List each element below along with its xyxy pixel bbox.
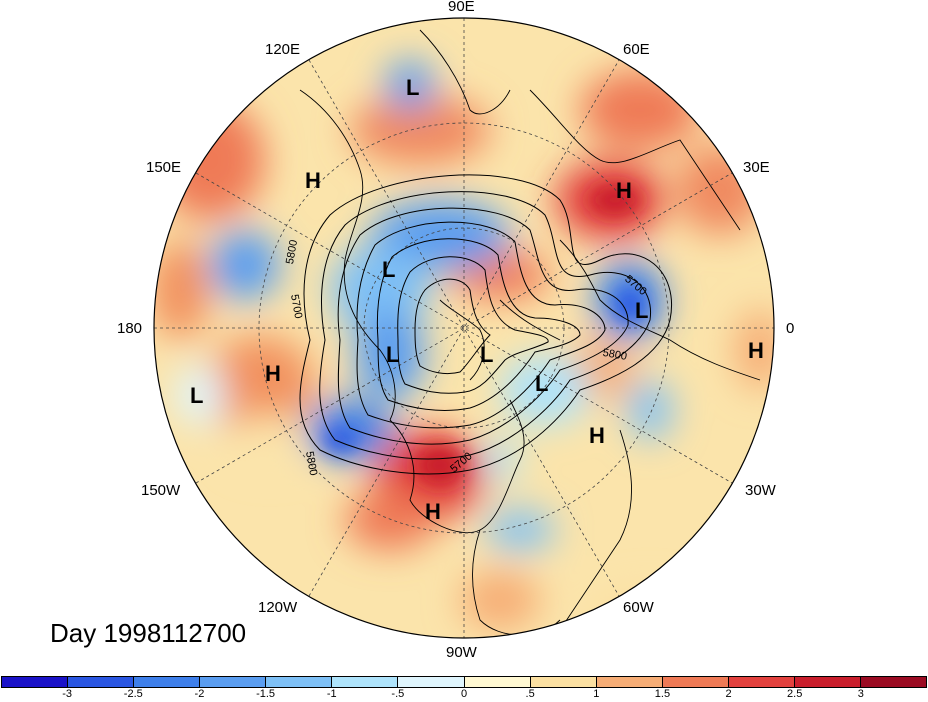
colorbar-tick-label: -2.5 [123, 688, 143, 700]
pressure-system-label: H [425, 499, 441, 524]
colorbar-tick-label: -1.5 [256, 688, 276, 700]
colorbar-tick-label: -2 [194, 688, 205, 700]
contour-label: 5800 [303, 450, 319, 476]
colorbar-swatch [2, 677, 69, 687]
colorbar-tick-label: 2 [725, 688, 732, 700]
map-boundary [153, 17, 775, 639]
lon-label: 30E [743, 159, 770, 176]
contour-label: 5800 [284, 239, 300, 265]
pressure-system-label: L [480, 342, 493, 367]
lon-label: 120E [265, 41, 301, 58]
colorbar-swatch [861, 677, 927, 687]
pressure-system-label: H [616, 178, 632, 203]
lon-label: 0 [786, 320, 795, 337]
contour-labels: 5800 5700 5800 5700 5800 5700 [284, 239, 649, 477]
graticule [154, 18, 774, 638]
colorbar-swatch [332, 677, 399, 687]
colorbar-swatch [464, 677, 531, 687]
colorbar-swatch [794, 677, 862, 687]
colorbar-swatch [596, 677, 663, 687]
pressure-systems: L H L H L L L L H H L H H [190, 75, 764, 524]
colorbar-tick-label: 0 [460, 688, 468, 700]
colorbar [1, 676, 927, 688]
lon-label: 150E [146, 159, 182, 176]
lon-label: 90W [446, 644, 477, 661]
colorbar-swatch [398, 677, 465, 687]
pressure-system-label: L [635, 298, 648, 323]
colorbar-swatch [530, 677, 597, 687]
colorbar-swatch [662, 677, 729, 687]
colorbar-swatch [134, 677, 201, 687]
contour-label: 5800 [602, 347, 628, 363]
lon-label: 30W [745, 482, 776, 499]
colorbar-swatch [68, 677, 135, 687]
lon-label: 180 [117, 320, 143, 337]
pressure-system-label: H [748, 338, 764, 363]
colorbar-tick-label: -3 [62, 688, 73, 700]
colorbar-tick-label: 3 [857, 688, 864, 700]
pressure-system-label: H [589, 423, 605, 448]
pressure-system-label: H [305, 168, 321, 193]
anomaly-field [154, 18, 774, 638]
colorbar-tick-label: -.5 [391, 688, 405, 700]
pressure-system-label: H [265, 361, 281, 386]
colorbar-swatch [728, 677, 795, 687]
pressure-system-label: L [406, 75, 419, 100]
height-contours [299, 174, 672, 475]
coastlines [299, 29, 761, 636]
day-label: Day 1998112700 [50, 618, 247, 648]
lon-label: 90E [448, 0, 475, 15]
lon-label: 150W [141, 482, 181, 499]
lon-label: 60W [623, 599, 654, 616]
pressure-system-label: L [386, 342, 399, 367]
colorbar-tick-label: 1 [593, 688, 600, 700]
colorbar-swatch [266, 677, 333, 687]
lon-label: 60E [623, 41, 650, 58]
colorbar-tick-label: -1 [326, 688, 337, 700]
colorbar-tick-label: .5 [525, 688, 535, 700]
lon-label: 120W [258, 599, 298, 616]
colorbar-tick-label: 2.5 [787, 688, 803, 700]
colorbar-tick-label: 1.5 [654, 688, 671, 700]
pressure-system-label: L [190, 383, 203, 408]
contour-label: 5700 [288, 293, 304, 319]
colorbar-swatch [200, 677, 267, 687]
pressure-system-label: L [535, 371, 548, 396]
pressure-system-label: L [382, 257, 395, 282]
